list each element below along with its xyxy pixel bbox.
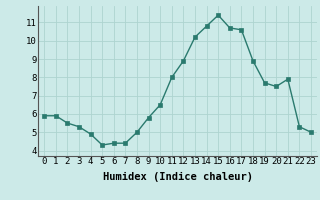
X-axis label: Humidex (Indice chaleur): Humidex (Indice chaleur) <box>103 172 252 182</box>
